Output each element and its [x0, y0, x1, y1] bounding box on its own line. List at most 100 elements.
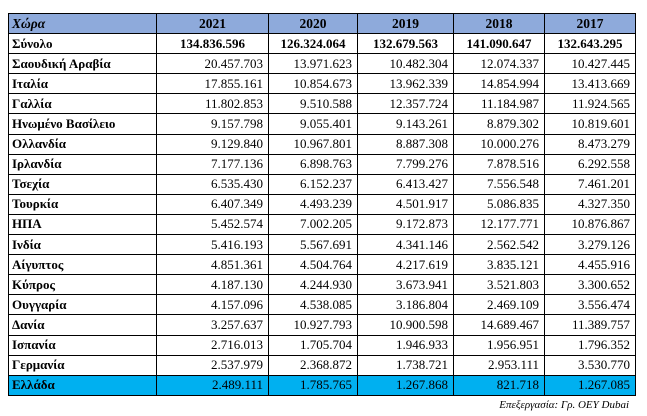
- table-row: Ινδία 5.416.193 5.567.691 4.341.146 2.562.54…: [8, 234, 636, 256]
- value-cell: 8.473.279: [544, 133, 636, 155]
- value-cell: 3.673.941: [357, 274, 454, 296]
- value-cell: 3.279.126: [544, 234, 636, 256]
- value-cell: 12.357.724: [357, 93, 454, 115]
- table-row: Ιταλία 17.855.161 10.854.673 13.962.339 14.8…: [8, 73, 636, 95]
- value-cell: 6.898.763: [268, 153, 358, 175]
- value-cell: 6.535.430: [156, 173, 269, 195]
- table-row: Ηνωμένο Βασίλειο 9.157.798 9.055.401 9.143.…: [8, 113, 636, 135]
- country-cell: Γερμανία: [8, 354, 157, 376]
- header-year: 2020: [268, 12, 358, 35]
- value-cell: 4.187.130: [156, 274, 269, 296]
- value-cell: 5.567.691: [268, 234, 358, 256]
- header-year: 2021: [156, 12, 269, 35]
- value-cell: 1.946.933: [357, 334, 454, 356]
- value-cell: 1.785.765: [268, 374, 358, 396]
- value-cell: 7.878.516: [453, 153, 545, 175]
- value-cell: 11.389.757: [544, 314, 636, 336]
- table-row: Ολλανδία 9.129.840 10.967.801 8.887.308 10.0…: [8, 133, 636, 155]
- value-cell: 6.407.349: [156, 193, 269, 215]
- table-row: Τσεχία 6.535.430 6.152.237 6.413.427 7.556.5…: [8, 173, 636, 195]
- country-cell: Ελλάδα: [8, 374, 157, 396]
- value-cell: 3.530.770: [544, 354, 636, 376]
- value-cell: 3.835.121: [453, 254, 545, 276]
- value-cell: 7.002.205: [268, 213, 358, 236]
- value-cell: 4.504.764: [268, 254, 358, 276]
- value-cell: 141.090.647: [453, 33, 545, 55]
- country-cell: Ηνωμένο Βασίλειο: [8, 113, 157, 135]
- value-cell: 4.327.350: [544, 193, 636, 215]
- value-cell: 126.324.064: [268, 33, 358, 55]
- value-cell: 3.186.804: [357, 294, 454, 316]
- value-cell: 10.854.673: [268, 73, 358, 95]
- value-cell: 7.799.276: [357, 153, 454, 175]
- table-row: ΗΠΑ 5.452.574 7.002.205 9.172.873 12.177.771…: [8, 213, 636, 236]
- value-cell: 6.292.558: [544, 153, 636, 175]
- country-cell: Ισπανία: [8, 334, 157, 356]
- value-cell: 4.493.239: [268, 193, 358, 215]
- value-cell: 9.157.798: [156, 113, 269, 135]
- value-cell: 12.177.771: [453, 213, 545, 236]
- header-country: Χώρα: [8, 12, 157, 35]
- value-cell: 20.457.703: [156, 53, 269, 75]
- value-cell: 4.851.361: [156, 254, 269, 276]
- value-cell: 8.887.308: [357, 133, 454, 155]
- value-cell: 9.129.840: [156, 133, 269, 155]
- header-year: 2018: [453, 12, 545, 35]
- header-year: 2019: [357, 12, 454, 35]
- table-row: Ιρλανδία 7.177.136 6.898.763 7.799.276 7.878…: [8, 153, 636, 175]
- value-cell: 132.643.295: [544, 33, 636, 55]
- value-cell: 9.172.873: [357, 213, 454, 236]
- table-row: Αίγυπτος 4.851.361 4.504.764 4.217.619 3.835…: [8, 254, 636, 276]
- value-cell: 12.074.337: [453, 53, 545, 75]
- value-cell: 6.152.237: [268, 173, 358, 195]
- value-cell: 10.427.445: [544, 53, 636, 75]
- value-cell: 5.086.835: [453, 193, 545, 215]
- value-cell: 4.217.619: [357, 254, 454, 276]
- value-cell: 1.705.704: [268, 334, 358, 356]
- country-cell: Σαουδική Αραβία: [8, 53, 157, 75]
- value-cell: 2.716.013: [156, 334, 269, 356]
- value-cell: 10.967.801: [268, 133, 358, 155]
- value-cell: 11.184.987: [453, 93, 545, 115]
- value-cell: 11.924.565: [544, 93, 636, 115]
- value-cell: 10.876.867: [544, 213, 636, 236]
- table-row: Δανία 3.257.637 10.927.793 10.900.598 14.689…: [8, 314, 636, 336]
- value-cell: 4.244.930: [268, 274, 358, 296]
- value-cell: 2.562.542: [453, 234, 545, 256]
- value-cell: 4.501.917: [357, 193, 454, 215]
- value-cell: 17.855.161: [156, 73, 269, 95]
- value-cell: 10.900.598: [357, 314, 454, 336]
- value-cell: 13.971.623: [268, 53, 358, 75]
- table-row: Γαλλία 11.802.853 9.510.588 12.357.724 11.18…: [8, 93, 636, 115]
- table-row: Ουγγαρία 4.157.096 4.538.085 3.186.804 2.469…: [8, 294, 636, 316]
- value-cell: 11.802.853: [156, 93, 269, 115]
- value-cell: 5.452.574: [156, 213, 269, 236]
- value-cell: 1.956.951: [453, 334, 545, 356]
- value-cell: 9.143.261: [357, 113, 454, 135]
- value-cell: 10.927.793: [268, 314, 358, 336]
- value-cell: 1.267.085: [544, 374, 636, 396]
- table-row: Σαουδική Αραβία 20.457.703 13.971.623 10.48…: [8, 53, 636, 75]
- value-cell: 1.267.868: [357, 374, 454, 396]
- value-cell: 2.537.979: [156, 354, 269, 376]
- country-cell: Σύνολο: [8, 33, 157, 55]
- value-cell: 3.556.474: [544, 294, 636, 316]
- value-cell: 2.368.872: [268, 354, 358, 376]
- header-year: 2017: [544, 12, 636, 35]
- country-cell: Ουγγαρία: [8, 294, 157, 316]
- country-cell: Ιρλανδία: [8, 153, 157, 175]
- value-cell: 13.962.339: [357, 73, 454, 95]
- country-cell: Τσεχία: [8, 173, 157, 195]
- value-cell: 132.679.563: [357, 33, 454, 55]
- country-cell: Ιταλία: [8, 73, 157, 95]
- value-cell: 10.482.304: [357, 53, 454, 75]
- table-row: Κύπρος 4.187.130 4.244.930 3.673.941 3.521.8…: [8, 274, 636, 296]
- table-row: Σύνολο 134.836.596 126.324.064 132.679.563 1…: [8, 33, 636, 55]
- value-cell: 14.854.994: [453, 73, 545, 95]
- country-cell: Αίγυπτος: [8, 254, 157, 276]
- value-cell: 8.879.302: [453, 113, 545, 135]
- value-cell: 2.489.111: [156, 374, 269, 396]
- value-cell: 3.521.803: [453, 274, 545, 296]
- value-cell: 10.000.276: [453, 133, 545, 155]
- country-cell: Δανία: [8, 314, 157, 336]
